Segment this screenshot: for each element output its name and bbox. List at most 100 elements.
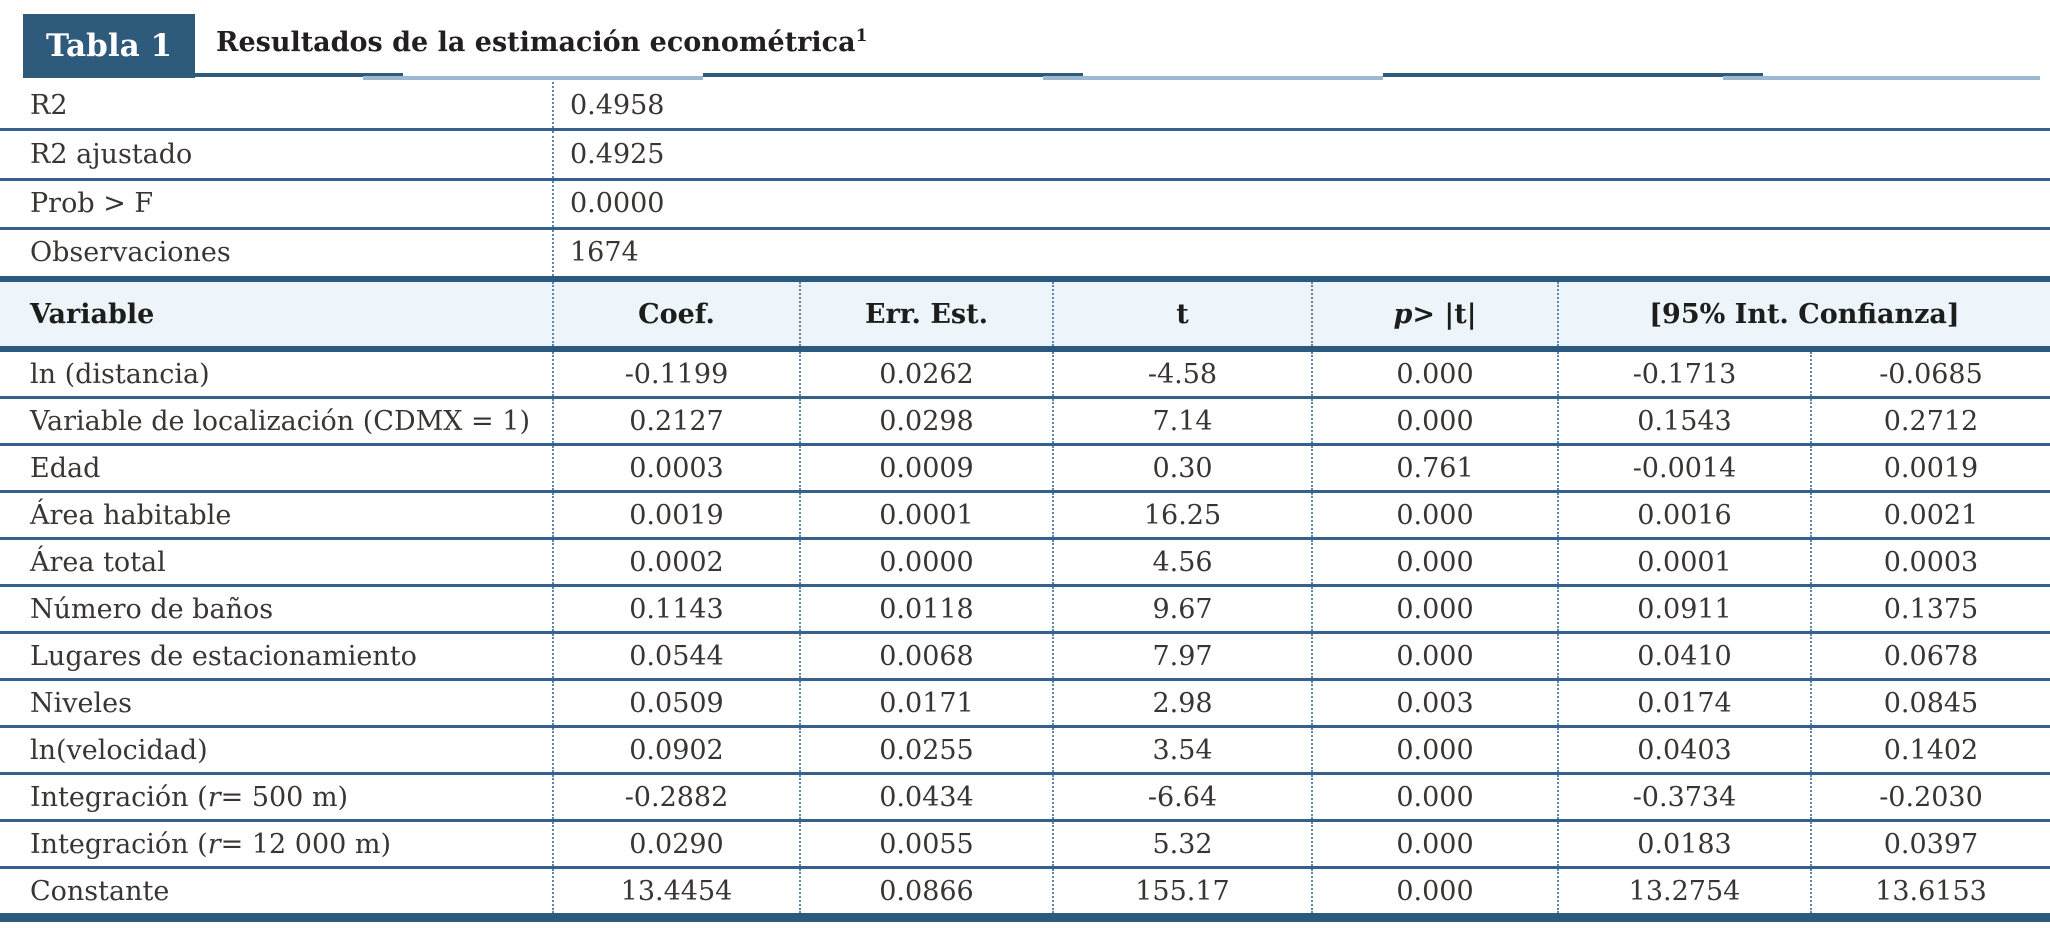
cell-ci_high: -0.0685 <box>1810 352 2050 396</box>
results-table: Variable Coef. Err. Est. t p > |t| [95% … <box>0 276 2050 922</box>
variable-label-part: r <box>207 781 221 813</box>
summary-table: R2 0.4958 R2 ajustado 0.4925 Prob > F 0.… <box>0 82 2050 276</box>
cell-ci_low: 0.0016 <box>1557 493 1810 537</box>
cell-t: 155.17 <box>1052 869 1311 913</box>
cell-coef: 0.0002 <box>552 540 799 584</box>
cell-ci_low: -0.3734 <box>1557 775 1810 819</box>
variable-label: Número de baños <box>0 587 552 631</box>
column-header-coef: Coef. <box>552 282 799 346</box>
cell-err: 0.0118 <box>799 587 1052 631</box>
cell-p: 0.000 <box>1311 634 1557 678</box>
cell-p: 0.000 <box>1311 587 1557 631</box>
table-row: Lugares de estacionamiento 0.0544 0.0068… <box>0 634 2050 681</box>
cell-ci_low: -0.0014 <box>1557 446 1810 490</box>
cell-err: 0.0000 <box>799 540 1052 584</box>
cell-ci_low: 0.0174 <box>1557 681 1810 725</box>
cell-ci_high: 0.0397 <box>1810 822 2050 866</box>
table-row: Niveles 0.0509 0.0171 2.98 0.003 0.0174 … <box>0 681 2050 728</box>
table-row: ln (distancia) -0.1199 0.0262 -4.58 0.00… <box>0 352 2050 399</box>
cell-ci_low: 0.0183 <box>1557 822 1810 866</box>
cell-p: 0.000 <box>1311 775 1557 819</box>
cell-t: -6.64 <box>1052 775 1311 819</box>
summary-row: R2 ajustado 0.4925 <box>0 131 2050 181</box>
title-superscript: 1 <box>855 26 868 46</box>
cell-err: 0.0171 <box>799 681 1052 725</box>
summary-label: Observaciones <box>30 237 231 269</box>
summary-value: 0.0000 <box>552 180 2050 227</box>
variable-label-part: Lugares de estacionamiento <box>30 640 417 672</box>
cell-coef: 0.2127 <box>552 399 799 443</box>
cell-coef: 0.0544 <box>552 634 799 678</box>
cell-coef: 0.0019 <box>552 493 799 537</box>
cell-p: 0.000 <box>1311 352 1557 396</box>
cell-t: 4.56 <box>1052 540 1311 584</box>
variable-label: Edad <box>0 446 552 490</box>
cell-t: 2.98 <box>1052 681 1311 725</box>
variable-label: ln (distancia) <box>0 352 552 396</box>
cell-err: 0.0068 <box>799 634 1052 678</box>
summary-row: Prob > F 0.0000 <box>0 180 2050 230</box>
cell-err: 0.0255 <box>799 728 1052 772</box>
cell-ci_high: 0.0003 <box>1810 540 2050 584</box>
table-row: Variable de localización (CDMX = 1) 0.21… <box>0 399 2050 446</box>
top-rule-light-dashes <box>23 76 2040 80</box>
summary-row: Observaciones 1674 <box>0 229 2050 276</box>
cell-err: 0.0001 <box>799 493 1052 537</box>
cell-err: 0.0009 <box>799 446 1052 490</box>
variable-label-part: ln (distancia) <box>30 358 210 390</box>
cell-ci_high: 0.2712 <box>1810 399 2050 443</box>
table-row: Número de baños 0.1143 0.0118 9.67 0.000… <box>0 587 2050 634</box>
cell-err: 0.0434 <box>799 775 1052 819</box>
variable-label-part: ln(velocidad) <box>30 734 208 766</box>
cell-coef: 13.4454 <box>552 869 799 913</box>
cell-ci_high: 0.0845 <box>1810 681 2050 725</box>
variable-label-part: = 500 m) <box>220 781 349 813</box>
cell-coef: 0.0509 <box>552 681 799 725</box>
variable-label-part: Integración ( <box>30 828 208 860</box>
table-row: Edad 0.0003 0.0009 0.30 0.761 -0.0014 0.… <box>0 446 2050 493</box>
cell-ci_high: 13.6153 <box>1810 869 2050 913</box>
cell-err: 0.0298 <box>799 399 1052 443</box>
cell-p: 0.000 <box>1311 869 1557 913</box>
top-rule-dark-dashes <box>23 73 2040 77</box>
cell-ci_low: 0.0403 <box>1557 728 1810 772</box>
cell-t: 0.30 <box>1052 446 1311 490</box>
summary-value: 1674 <box>552 229 2050 276</box>
column-header-variable: Variable <box>30 298 155 330</box>
p-rest: > |t| <box>1412 298 1477 330</box>
summary-label: R2 ajustado <box>30 138 193 170</box>
summary-row: R2 0.4958 <box>0 82 2050 132</box>
results-header-row: Variable Coef. Err. Est. t p > |t| [95% … <box>0 276 2050 352</box>
cell-coef: 0.1143 <box>552 587 799 631</box>
variable-label: ln(velocidad) <box>0 728 552 772</box>
variable-label-part: Constante <box>30 875 170 907</box>
cell-ci_low: 0.1543 <box>1557 399 1810 443</box>
cell-p: 0.000 <box>1311 822 1557 866</box>
results-rows: ln (distancia) -0.1199 0.0262 -4.58 0.00… <box>0 352 2050 913</box>
variable-label-part: Variable de localización (CDMX = 1) <box>30 405 530 437</box>
table-row: Integración (r = 500 m) -0.2882 0.0434 -… <box>0 775 2050 822</box>
cell-ci_low: 0.0410 <box>1557 634 1810 678</box>
variable-label-part: Integración ( <box>30 781 208 813</box>
cell-err: 0.0866 <box>799 869 1052 913</box>
cell-p: 0.761 <box>1311 446 1557 490</box>
cell-t: 9.67 <box>1052 587 1311 631</box>
page-title-text: Resultados de la estimación econométrica <box>216 27 856 58</box>
variable-label: Variable de localización (CDMX = 1) <box>0 399 552 443</box>
cell-ci_high: 0.0019 <box>1810 446 2050 490</box>
cell-coef: -0.2882 <box>552 775 799 819</box>
variable-label: Constante <box>0 869 552 913</box>
cell-t: 7.14 <box>1052 399 1311 443</box>
cell-t: 5.32 <box>1052 822 1311 866</box>
cell-ci_high: 0.0021 <box>1810 493 2050 537</box>
summary-label: Prob > F <box>30 188 154 220</box>
cell-ci_high: 0.1375 <box>1810 587 2050 631</box>
variable-label-part: Edad <box>30 452 101 484</box>
cell-p: 0.000 <box>1311 399 1557 443</box>
column-header-t: t <box>1052 282 1311 346</box>
variable-label: Integración (r = 12 000 m) <box>0 822 552 866</box>
variable-label: Lugares de estacionamiento <box>0 634 552 678</box>
page-title: Resultados de la estimación econométrica… <box>216 26 867 58</box>
cell-err: 0.0055 <box>799 822 1052 866</box>
table-row: ln(velocidad) 0.0902 0.0255 3.54 0.000 0… <box>0 728 2050 775</box>
